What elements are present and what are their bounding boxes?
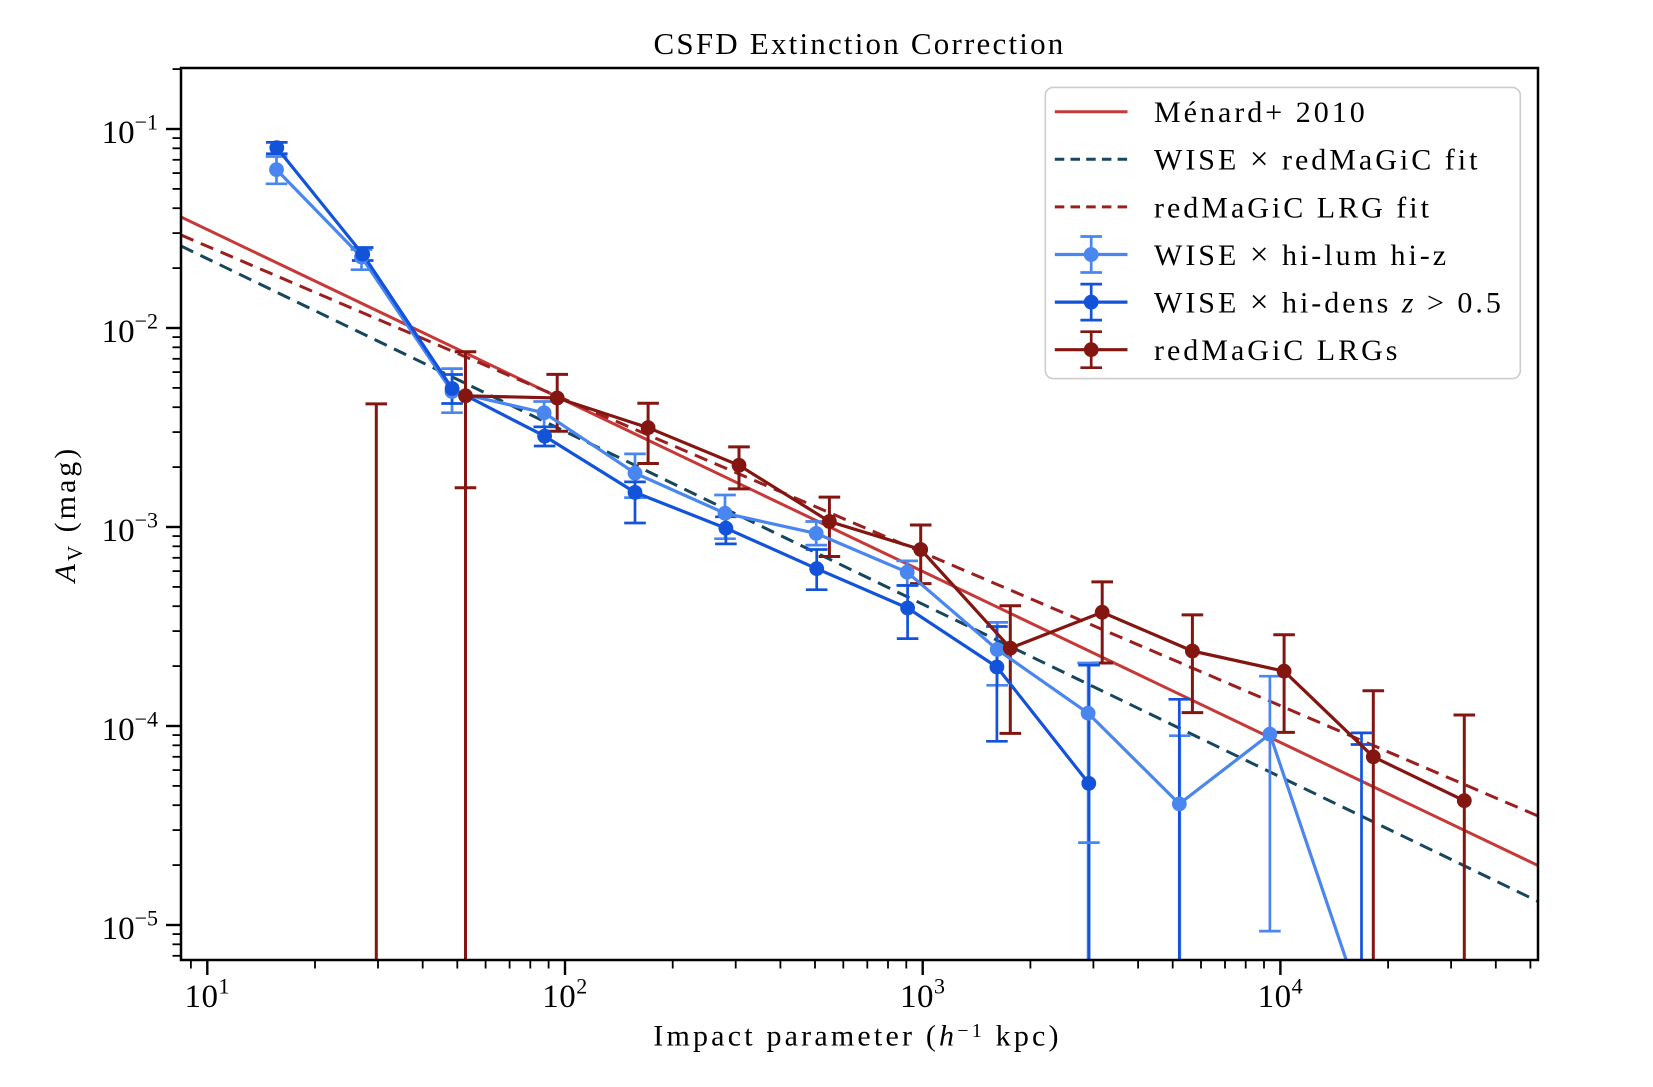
svg-text:Ménard+ 2010: Ménard+ 2010 <box>1154 96 1368 129</box>
svg-text:WISE × hi-dens z > 0.5: WISE × hi-dens z > 0.5 <box>1154 285 1504 321</box>
svg-text:WISE × hi-lum hi-z: WISE × hi-lum hi-z <box>1154 237 1449 273</box>
svg-text:CSFD Extinction Correction: CSFD Extinction Correction <box>654 26 1066 61</box>
svg-text:AV (mag): AV (mag) <box>49 446 87 585</box>
svg-text:redMaGiC LRGs: redMaGiC LRGs <box>1154 334 1400 367</box>
svg-text:10−3: 10−3 <box>102 508 158 550</box>
svg-text:redMaGiC LRG fit: redMaGiC LRG fit <box>1154 191 1432 224</box>
svg-text:WISE × redMaGiC fit: WISE × redMaGiC fit <box>1154 142 1480 178</box>
svg-text:Impact parameter (h−1 kpc): Impact parameter (h−1 kpc) <box>653 1020 1062 1053</box>
